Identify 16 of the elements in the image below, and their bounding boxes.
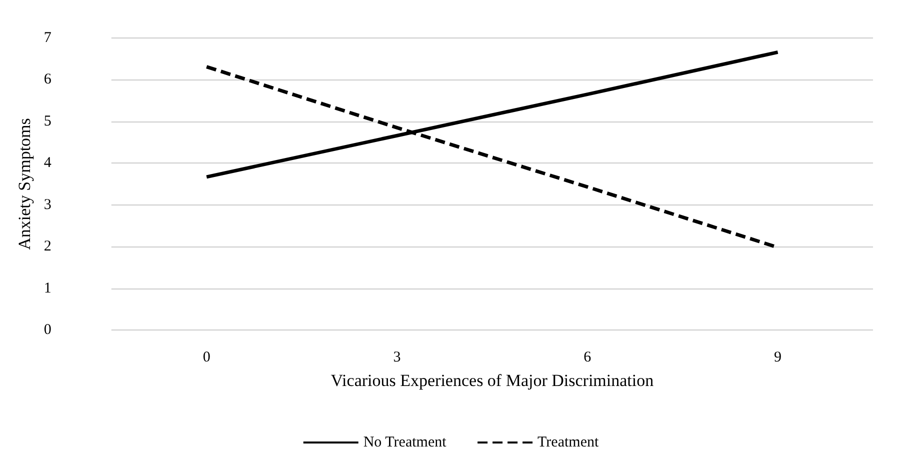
y-tick-label: 6 <box>44 72 52 88</box>
legend-label: Treatment <box>538 434 600 450</box>
legend-label: No Treatment <box>363 434 448 450</box>
x-tick-label: 0 <box>202 350 210 366</box>
x-tick-label: 6 <box>584 350 592 366</box>
x-axis-title: Vicarious Experiences of Major Discrimination <box>330 371 654 390</box>
y-tick-label: 2 <box>44 238 52 255</box>
y-tick-label: 1 <box>44 280 52 296</box>
y-axis-title: Anxiety Symptoms <box>15 118 34 250</box>
y-tick-label: 4 <box>44 155 52 172</box>
y-tick-label: 0 <box>44 322 52 338</box>
y-tick-label: 5 <box>44 113 52 130</box>
y-tick-label: 7 <box>44 30 52 46</box>
y-tick-label: 3 <box>44 196 52 213</box>
x-tick-label: 3 <box>393 350 401 366</box>
x-tick-label: 9 <box>774 350 782 366</box>
